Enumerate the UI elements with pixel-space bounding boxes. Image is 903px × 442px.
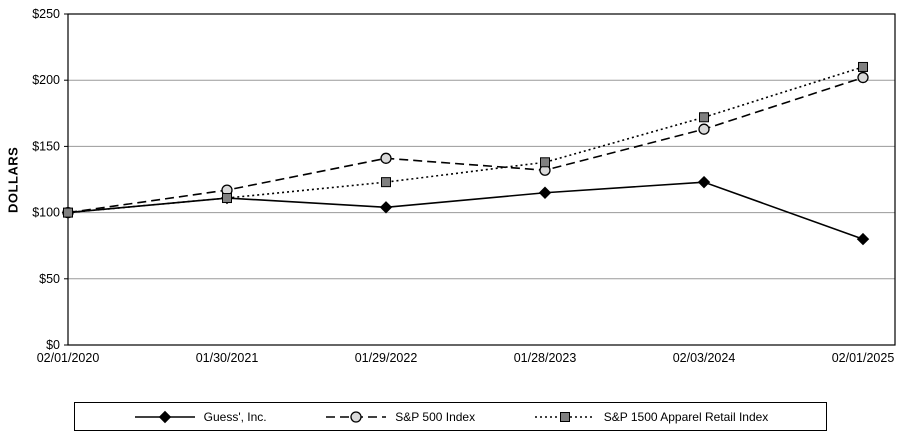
legend-label-apparel: S&P 1500 Apparel Retail Index	[603, 409, 769, 424]
legend-line-circle-icon	[326, 410, 387, 423]
x-tick-label: 01/28/2023	[514, 351, 577, 365]
x-tick-label: 01/30/2021	[196, 351, 259, 365]
x-tick-label: 02/03/2024	[673, 351, 736, 365]
y-tick-label: $100	[32, 206, 60, 220]
series-line	[67, 181, 864, 240]
legend-label-guess: Guess', Inc.	[203, 409, 267, 424]
plot-border	[67, 13, 896, 346]
performance-line-chart: $0 $50 $100 $150 $200 $250 02/01/2020 01/30/202…	[32, 7, 896, 365]
series-line	[67, 66, 864, 214]
x-tick-label: 02/01/2025	[832, 351, 895, 365]
y-tick-label: $200	[32, 73, 60, 87]
circle-marker-icon	[350, 410, 362, 423]
diamond-marker-icon	[379, 201, 393, 214]
circle-marker-icon	[698, 123, 710, 135]
diamond-marker-icon	[538, 186, 552, 199]
legend-item-sp500: S&P 500 Index	[324, 410, 475, 424]
x-tick-label: 02/01/2020	[37, 351, 100, 365]
x-tick-label: 01/29/2022	[355, 351, 418, 365]
legend-line-square-icon	[534, 411, 595, 422]
square-marker-icon	[858, 61, 868, 72]
diamond-marker-icon	[158, 410, 171, 423]
legend-item-apparel: S&P 1500 Apparel Retail Index	[533, 409, 769, 424]
square-marker-icon	[699, 112, 709, 123]
legend-label-sp500: S&P 500 Index	[395, 409, 476, 424]
y-tick-label: $150	[32, 139, 60, 153]
square-marker-icon	[63, 207, 73, 218]
circle-marker-icon	[857, 71, 869, 84]
legend-line-diamond-icon	[134, 410, 195, 423]
series-line	[67, 76, 864, 214]
diamond-marker-icon	[856, 232, 870, 246]
legend-item-guess: Guess', Inc.	[133, 410, 267, 424]
square-marker-icon	[559, 411, 570, 422]
circle-marker-icon	[380, 152, 392, 164]
y-axis-title: DOLLARS	[5, 146, 21, 214]
square-marker-icon	[381, 177, 391, 188]
chart-legend: Guess', Inc. S&P 500 Index S&P 1500 Appa…	[74, 402, 827, 431]
y-tick-label: $50	[39, 272, 60, 286]
y-tick-label: $250	[32, 7, 60, 21]
square-marker-icon	[540, 157, 550, 168]
y-tick-label: $0	[46, 338, 60, 352]
square-marker-icon	[222, 193, 232, 204]
diamond-marker-icon	[697, 175, 711, 189]
